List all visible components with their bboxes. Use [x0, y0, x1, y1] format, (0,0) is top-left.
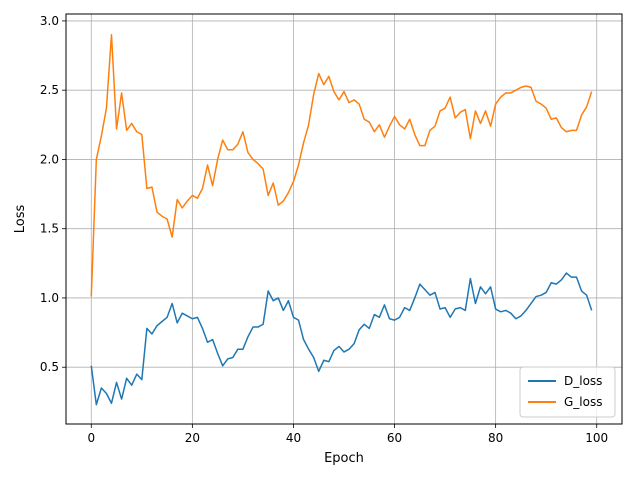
plot-frame: [65, 13, 623, 425]
x-tick-label: 100: [585, 431, 608, 445]
x-axis-label: Epoch: [324, 451, 364, 466]
x-tick-label: 80: [488, 431, 503, 445]
y-tick-label: 3.0: [40, 14, 59, 28]
x-tick-label: 20: [185, 431, 200, 445]
legend: D_loss G_loss: [519, 366, 616, 418]
legend-label-g-loss: G_loss: [564, 395, 602, 409]
series-line-g-loss: [90, 34, 593, 297]
grid-lines: [66, 14, 622, 424]
x-tick-label: 40: [286, 431, 301, 445]
y-tick-label: 0.5: [40, 360, 59, 374]
legend-box: [519, 366, 616, 418]
y-axis-label: Loss: [13, 205, 28, 234]
y-tick-label: 1.5: [40, 222, 59, 236]
axis-ticks: 0 20 40 60 80 100 0.5 1.0 1.5 2.0 2.5 3.0: [40, 14, 608, 445]
series-lines: [90, 34, 593, 406]
legend-label-d-loss: D_loss: [564, 374, 602, 388]
series-line-d-loss: [90, 272, 593, 406]
y-tick-label: 2.0: [40, 152, 59, 166]
y-tick-label: 2.5: [40, 83, 59, 97]
y-tick-label: 1.0: [40, 291, 59, 305]
x-tick-label: 60: [387, 431, 402, 445]
x-tick-label: 0: [87, 431, 95, 445]
